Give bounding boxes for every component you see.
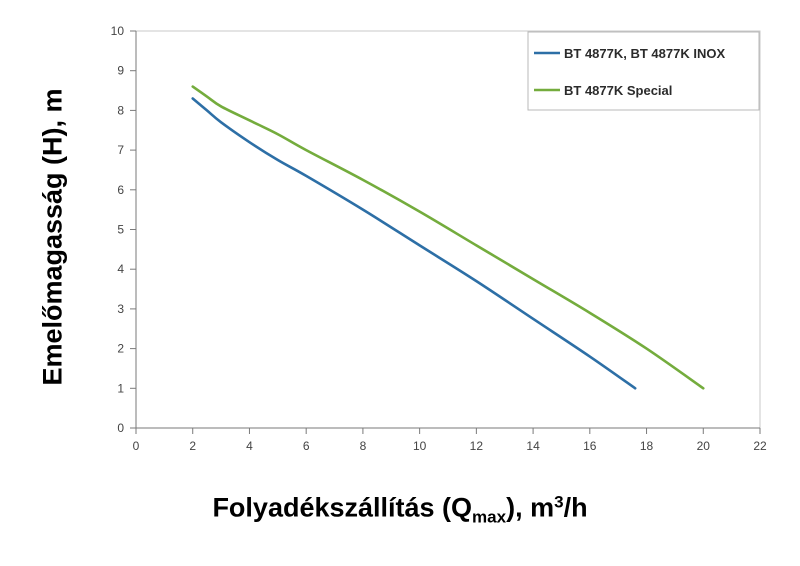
x-tick-label: 16: [583, 439, 597, 453]
x-axis: 0 2 4 6 8 10 12 14 16 18 20 22: [133, 427, 767, 453]
y-axis-title: Emelőmagasság (H), m: [37, 88, 68, 386]
legend-label-series-1: BT 4877K, BT 4877K INOX: [564, 46, 725, 61]
x-tick-label: 6: [303, 439, 310, 453]
x-axis-title-subscript: max: [472, 507, 507, 527]
y-tick-label: 2: [117, 342, 124, 356]
x-axis-title: Folyadékszállítás (Qmax), m3/h: [212, 493, 587, 528]
legend-label-series-2: BT 4877K Special: [564, 83, 672, 98]
x-tick-label: 12: [470, 439, 484, 453]
y-tick-label: 7: [117, 143, 124, 157]
x-tick-label: 2: [189, 439, 196, 453]
y-tick-label: 3: [117, 302, 124, 316]
x-tick-label: 22: [753, 439, 767, 453]
y-tick-label: 1: [117, 381, 124, 395]
y-axis: 0 1 2 3 4 5 6 7 8 9 10: [111, 24, 137, 435]
y-tick-label: 0: [117, 421, 124, 435]
x-tick-label: 8: [360, 439, 367, 453]
y-tick-label: 4: [117, 262, 124, 276]
series-line-1: [191, 97, 637, 390]
x-axis-title-superscript: 3: [554, 492, 564, 512]
x-axis-title-prefix: Folyadékszállítás (Q: [212, 492, 473, 523]
y-tick-label: 9: [117, 64, 124, 78]
series-line-2: [191, 85, 705, 390]
series-layer: [191, 85, 705, 390]
x-tick-label: 14: [526, 439, 540, 453]
y-tick-label: 5: [117, 223, 124, 237]
x-axis-title-middle: ), m: [506, 492, 555, 523]
y-tick-label: 6: [117, 183, 124, 197]
x-tick-label: 18: [640, 439, 654, 453]
legend-box: [527, 31, 760, 111]
x-tick-label: 0: [133, 439, 140, 453]
y-tick-label: 10: [111, 24, 125, 38]
x-axis-title-suffix: /h: [563, 492, 588, 523]
x-tick-label: 20: [697, 439, 711, 453]
y-tick-label: 8: [117, 103, 124, 117]
legend: BT 4877K, BT 4877K INOX BT 4877K Special: [527, 31, 760, 111]
x-tick-label: 10: [413, 439, 427, 453]
x-tick-label: 4: [246, 439, 253, 453]
